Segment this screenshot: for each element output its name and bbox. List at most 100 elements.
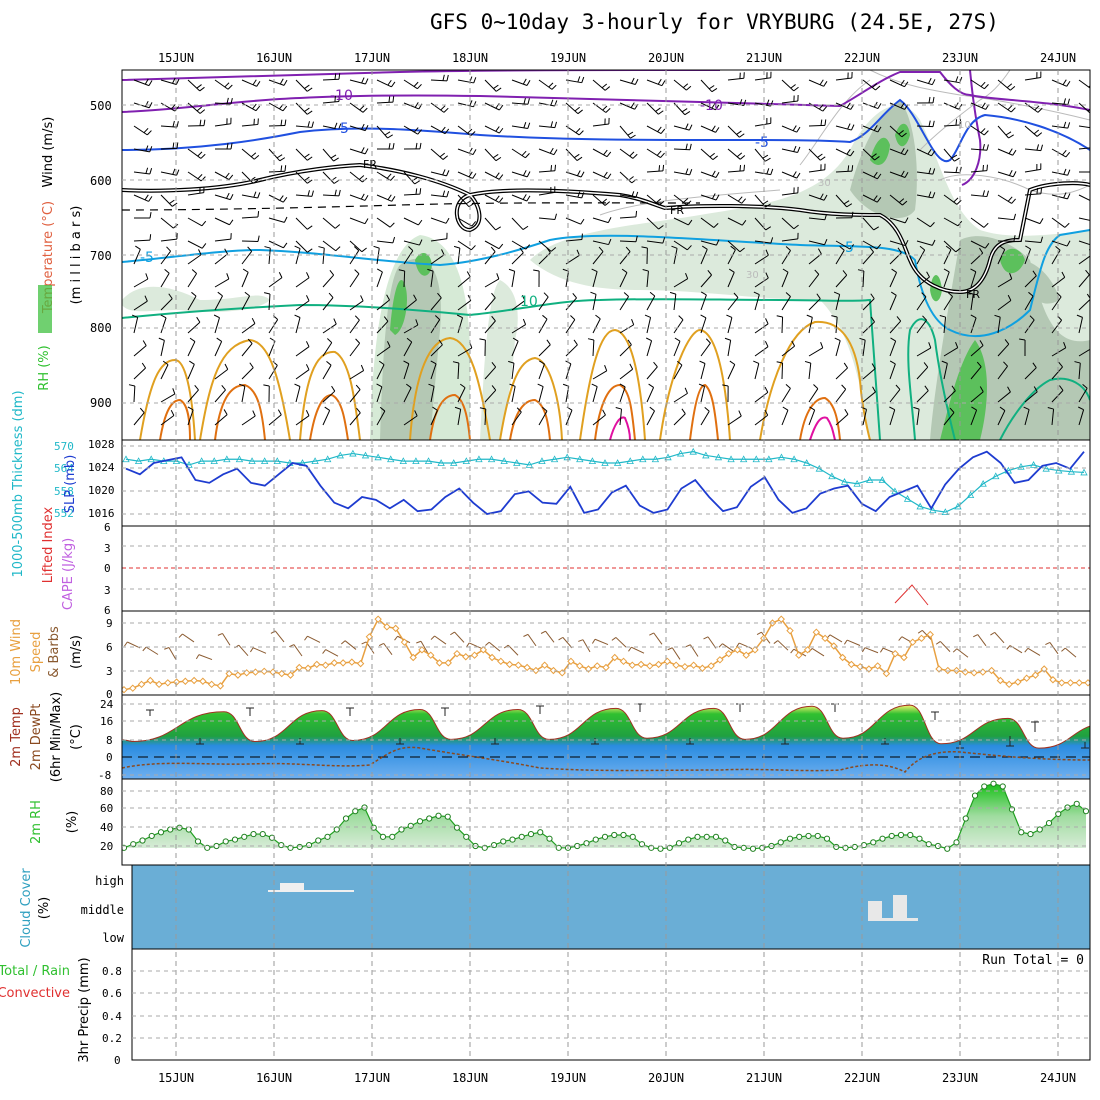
tick-label-li-m6: 6 bbox=[104, 604, 111, 617]
wind-10m-point bbox=[909, 638, 917, 646]
wind-10m-point bbox=[979, 668, 987, 676]
wind-10m-point bbox=[926, 630, 934, 639]
wind-barb bbox=[862, 316, 875, 334]
wind-barb bbox=[889, 170, 909, 178]
wind-barb bbox=[479, 338, 486, 357]
rh-2m-point bbox=[194, 838, 202, 845]
wind-barb bbox=[646, 148, 665, 158]
freezing-level bbox=[122, 162, 1090, 295]
wind-10m-point bbox=[681, 662, 689, 671]
wind-barb bbox=[538, 121, 558, 129]
dewpoint-line bbox=[122, 746, 1090, 773]
wind-barb bbox=[187, 186, 205, 196]
thickness-point bbox=[361, 451, 370, 459]
wind-barb bbox=[619, 383, 626, 403]
date-tick-label: 19JUN bbox=[550, 51, 586, 65]
wind-barb bbox=[916, 148, 936, 157]
wind-barb bbox=[700, 102, 720, 111]
wind-barb bbox=[644, 314, 652, 334]
contour-label: 30 bbox=[746, 270, 759, 281]
wind-barb bbox=[187, 102, 206, 114]
thickness-point bbox=[1029, 461, 1038, 468]
wind-barb bbox=[727, 125, 745, 138]
wind-barb bbox=[430, 315, 441, 334]
wind-barb bbox=[430, 190, 450, 198]
wind-barb bbox=[592, 102, 611, 113]
rh-2m-point bbox=[1036, 826, 1043, 833]
ylabel-thickness: 1000-500mb Thickness (dm) bbox=[11, 390, 26, 577]
wind-barb bbox=[673, 408, 686, 426]
wind-barb bbox=[128, 384, 136, 403]
wind-10m-barb bbox=[861, 647, 879, 654]
wind-barb bbox=[862, 171, 882, 180]
wind-barb bbox=[700, 406, 710, 426]
thickness-point bbox=[803, 459, 811, 466]
wind-barb bbox=[669, 291, 677, 311]
wind-barb bbox=[457, 147, 477, 156]
wind-barb bbox=[615, 407, 623, 426]
wind-barb bbox=[133, 295, 148, 311]
wind-barb bbox=[916, 217, 935, 228]
tick-label-low: low bbox=[102, 931, 124, 945]
ylabel-millibars: (m i l l i b a r s) bbox=[69, 206, 84, 305]
rh-2m-point bbox=[167, 826, 174, 833]
wind-barb bbox=[619, 210, 638, 219]
wind-barb bbox=[214, 384, 226, 403]
wind-10m-point bbox=[383, 623, 391, 631]
wind-barb bbox=[538, 79, 557, 90]
wind-barb bbox=[619, 191, 639, 199]
wind-barb bbox=[484, 217, 501, 231]
rh-2m-point bbox=[694, 833, 701, 840]
thickness-point bbox=[248, 457, 256, 465]
wind-barb bbox=[1078, 79, 1090, 89]
wind-barb bbox=[508, 360, 515, 380]
wind-barb bbox=[781, 340, 796, 357]
wind-barb bbox=[214, 409, 228, 426]
wind-barb bbox=[781, 292, 791, 311]
tick-label-li-3: 3 bbox=[104, 542, 111, 555]
wind-barb bbox=[700, 148, 718, 161]
wind-barb bbox=[213, 314, 220, 334]
wind-10m-point bbox=[672, 661, 680, 669]
wind-10m-point bbox=[260, 667, 268, 676]
wind-barb bbox=[619, 318, 635, 334]
date-tick-label: 23JUN bbox=[942, 51, 978, 65]
thickness-point bbox=[223, 455, 231, 463]
panel-wind-10m: 9 6 3 0 10m Wind Speed & Barbs (m/s) bbox=[9, 615, 1090, 701]
rh-2m-point bbox=[620, 831, 627, 839]
wind-barb bbox=[349, 217, 369, 225]
wind-barb bbox=[646, 361, 658, 380]
wind-10m-point bbox=[488, 653, 496, 662]
wind-barb bbox=[509, 383, 516, 403]
contour-label: -5 bbox=[755, 135, 769, 151]
wind-10m-point bbox=[891, 649, 899, 658]
wind-10m-point bbox=[830, 642, 838, 650]
wind-barb bbox=[1024, 245, 1032, 265]
wind-barb bbox=[187, 148, 206, 159]
tick-label-pr04: 0.4 bbox=[102, 1010, 122, 1023]
wind-barb bbox=[187, 217, 207, 227]
thickness-point bbox=[387, 455, 395, 463]
ylabel-precip: 3hr Precip (mm) bbox=[77, 957, 92, 1062]
wind-barb bbox=[592, 194, 611, 206]
ylabel-wind-unit: (m/s) bbox=[69, 635, 84, 669]
wind-barb bbox=[1078, 147, 1090, 150]
wind-barb bbox=[781, 268, 789, 288]
wind-barb bbox=[754, 117, 772, 127]
date-tick-label: 22JUN bbox=[844, 51, 880, 65]
wind-barb bbox=[268, 315, 279, 334]
date-tick-label: 24JUN bbox=[1040, 1071, 1076, 1085]
wind-barb bbox=[376, 360, 385, 380]
cloud-background bbox=[132, 865, 1090, 949]
wind-barb bbox=[727, 410, 742, 426]
wind-barb bbox=[403, 79, 422, 90]
wind-barb bbox=[511, 337, 519, 357]
wind-barb bbox=[916, 271, 930, 288]
wind-barb bbox=[376, 194, 396, 202]
wind-barb bbox=[1051, 245, 1061, 265]
wind-barb bbox=[781, 217, 799, 230]
thickness-point bbox=[197, 457, 206, 465]
thickness-point bbox=[878, 476, 886, 483]
wind-barb bbox=[322, 122, 342, 130]
wind-barb bbox=[403, 239, 423, 246]
